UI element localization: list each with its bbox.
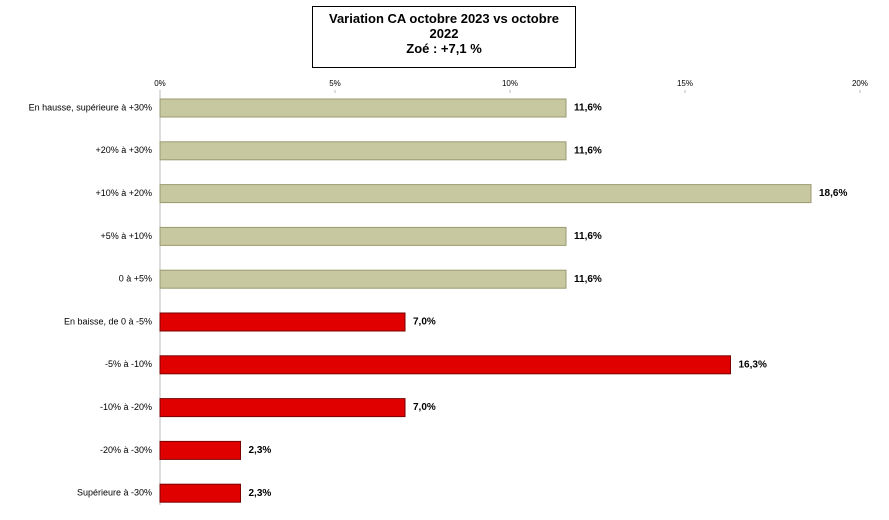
y-tick-label: En hausse, supérieure à +30% <box>29 102 152 112</box>
title-box: Variation CA octobre 2023 vs octobre 202… <box>312 6 576 68</box>
y-tick-label: +20% à +30% <box>95 145 152 155</box>
value-label: 2,3% <box>249 488 272 499</box>
value-label: 7,0% <box>413 317 436 328</box>
bar <box>159 184 812 204</box>
value-label: 16,3% <box>739 359 767 370</box>
x-tick-label: 5% <box>329 79 341 88</box>
y-tick-label: -20% à -30% <box>100 445 152 455</box>
bar <box>159 269 567 289</box>
y-tick-label: +10% à +20% <box>95 188 152 198</box>
bar <box>159 483 241 503</box>
value-label: 7,0% <box>413 402 436 413</box>
chart-title: Variation CA octobre 2023 vs octobre 202… <box>329 11 559 41</box>
chart-subtitle: Zoé : +7,1 % <box>406 41 482 56</box>
value-label: 11,6% <box>574 274 602 285</box>
y-tick-label: Supérieure à -30% <box>77 488 152 498</box>
x-tick-label: 15% <box>677 79 693 88</box>
x-tick-label: 20% <box>852 79 868 88</box>
bar <box>159 355 731 375</box>
value-label: 11,6% <box>574 231 602 242</box>
value-label: 18,6% <box>819 188 847 199</box>
bar <box>159 141 567 161</box>
x-tick-label: 10% <box>502 79 518 88</box>
bar <box>159 440 241 460</box>
y-tick-label: -5% à -10% <box>105 359 152 369</box>
bar <box>159 312 406 332</box>
value-label: 11,6% <box>574 145 602 156</box>
value-label: 11,6% <box>574 103 602 114</box>
bar <box>159 226 567 246</box>
value-label: 2,3% <box>249 445 272 456</box>
x-tick-label: 0% <box>154 79 166 88</box>
y-tick-label: -10% à -20% <box>100 402 152 412</box>
y-tick-label: En baisse, de 0 à -5% <box>64 316 152 326</box>
bar <box>159 98 567 118</box>
y-tick-label: +5% à +10% <box>100 231 152 241</box>
bar <box>159 398 406 418</box>
y-tick-label: 0 à +5% <box>119 274 152 284</box>
